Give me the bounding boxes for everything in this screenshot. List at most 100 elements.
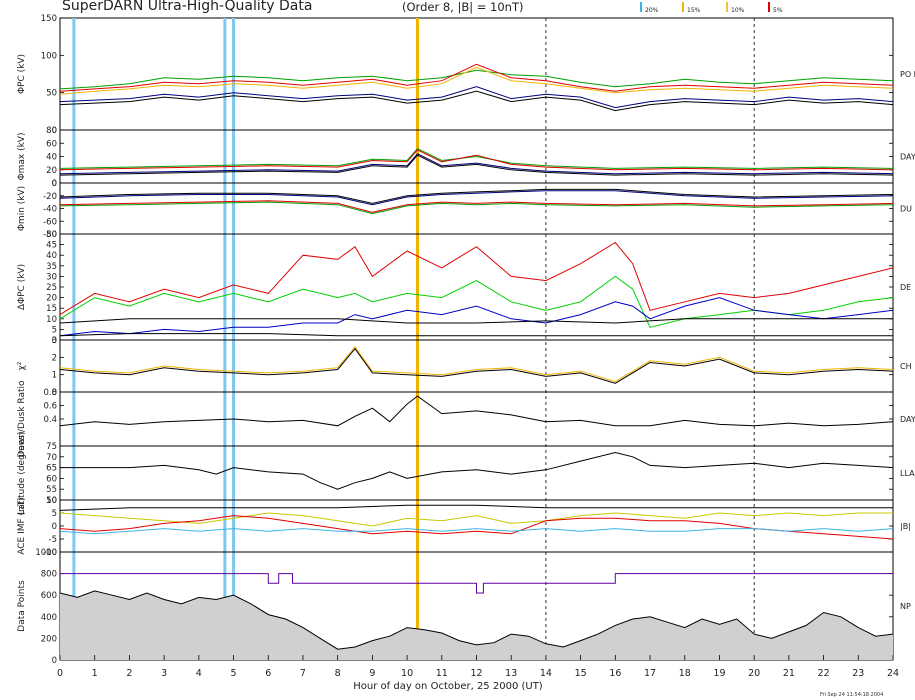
y-axis-label: ΦPC (kV) (17, 54, 27, 94)
y-tick-label: 150 (41, 14, 57, 24)
legend-item: 20% (640, 2, 658, 14)
series-area (60, 590, 893, 660)
y-tick-label: 800 (41, 570, 57, 580)
y-tick-label: 1 (52, 371, 57, 381)
y-tick-label: 600 (41, 591, 57, 601)
series-line (59, 590, 894, 650)
y-tick-label: 0 (52, 179, 57, 189)
x-tick-label: 11 (436, 668, 448, 679)
y-tick-label: 80 (46, 126, 57, 136)
panel-right-label: LLA (900, 469, 915, 478)
y-tick-label: 30 (46, 272, 57, 282)
series-line (59, 504, 893, 511)
y-tick-label: 10 (46, 496, 57, 506)
legend-item: 10% (726, 2, 744, 14)
y-tick-label: 70 (46, 453, 57, 463)
y-tick-label: 0 (52, 336, 57, 346)
y-axis-label: Φmax (kV) (17, 133, 27, 181)
y-tick-label: 40 (46, 251, 57, 261)
legend-label: 20% (645, 7, 659, 14)
legend-label: 10% (731, 7, 745, 14)
y-tick-label: 3 (52, 336, 57, 346)
x-tick-label: 17 (644, 668, 656, 679)
y-axis-label: Latitude (degrees) (17, 431, 27, 514)
series-line (59, 66, 894, 95)
y-tick-label: 50 (46, 496, 57, 506)
x-tick-label: 22 (818, 668, 830, 679)
y-tick-label: 2 (52, 353, 57, 363)
panel-right-label: PO PO (900, 70, 915, 79)
legend-swatch (768, 2, 770, 12)
x-tick-label: 21 (783, 668, 795, 679)
panel-right-label: NP (900, 602, 911, 611)
y-tick-label: -10 (43, 548, 57, 558)
series-line (60, 573, 893, 594)
series-line (59, 69, 894, 90)
y-tick-label: 5 (52, 509, 57, 519)
legend-swatch (726, 2, 728, 12)
series-line (59, 86, 894, 109)
panel-right-label: |B| (900, 522, 911, 531)
y-axis-label: χ² (17, 361, 27, 370)
x-tick-label: 3 (161, 668, 167, 679)
panel-right-label: CH (900, 362, 912, 371)
series-line (59, 200, 894, 213)
x-tick-label: 2 (126, 668, 132, 679)
y-axis-label: ACE IMF (nT) (17, 497, 27, 555)
y-tick-label: 0 (52, 522, 57, 532)
series-line (59, 275, 894, 328)
chart-title: SuperDARN Ultra-High-Quality Data (62, 0, 313, 14)
y-tick-label: 45 (46, 241, 57, 251)
y-tick-label: 20 (46, 294, 57, 304)
legend-item: 15% (682, 2, 700, 14)
y-axis-label: ΔΦPC (kV) (17, 264, 27, 310)
series-line (59, 241, 894, 316)
x-tick-label: 6 (265, 668, 271, 679)
y-tick-label: 35 (46, 262, 57, 272)
series-line (59, 297, 894, 337)
series-line (59, 346, 894, 383)
y-tick-label: 10 (46, 315, 57, 325)
series-line (59, 528, 894, 535)
panel-phi_pc: 0 50 100 150 ΦPC (kV) PO PO (17, 14, 915, 136)
y-tick-label: 55 (46, 485, 57, 495)
x-tick-label: 9 (369, 668, 375, 679)
timestamp: Fri Sep 24 11:54:18 2004 (820, 692, 884, 698)
y-tick-label: 0.8 (43, 388, 57, 398)
y-tick-label: 0 (52, 179, 57, 189)
y-tick-label: 60 (46, 474, 57, 484)
y-tick-label: -60 (43, 217, 57, 227)
x-tick-label: 19 (713, 668, 725, 679)
series-line (59, 63, 894, 92)
x-tick-label: 4 (196, 668, 202, 679)
y-axis-label: Dawn/Dusk Ratio (17, 380, 27, 458)
y-tick-label: 25 (46, 283, 57, 293)
x-tick-label: 15 (575, 668, 587, 679)
series-line (59, 333, 893, 337)
legend-label: 15% (687, 7, 701, 14)
x-tick-label: 10 (401, 668, 413, 679)
y-tick-label: 20 (46, 166, 57, 176)
y-tick-label: 65 (46, 464, 57, 474)
y-tick-label: 1000 (35, 548, 57, 558)
series-line (60, 451, 894, 490)
series-line (59, 347, 894, 384)
y-tick-label: 200 (41, 634, 57, 644)
x-tick-label: 13 (505, 668, 517, 679)
y-tick-label: 50 (46, 89, 57, 99)
x-tick-label: 5 (231, 668, 237, 679)
y-tick-label: -5 (49, 535, 57, 545)
series-line (59, 395, 894, 427)
x-tick-label: 12 (470, 668, 482, 679)
x-tick-label: 18 (679, 668, 691, 679)
x-tick-label: 24 (887, 668, 899, 679)
panel-phi_min: -80 -60 -40 -20 0 Φmin (kV) DU (17, 179, 912, 240)
y-tick-label: 5 (52, 325, 57, 335)
y-axis-label: Data Points (17, 580, 27, 632)
series-line (59, 201, 894, 215)
y-tick-label: -40 (43, 205, 57, 215)
y-tick-label: -80 (43, 230, 57, 240)
series-line (59, 90, 894, 112)
